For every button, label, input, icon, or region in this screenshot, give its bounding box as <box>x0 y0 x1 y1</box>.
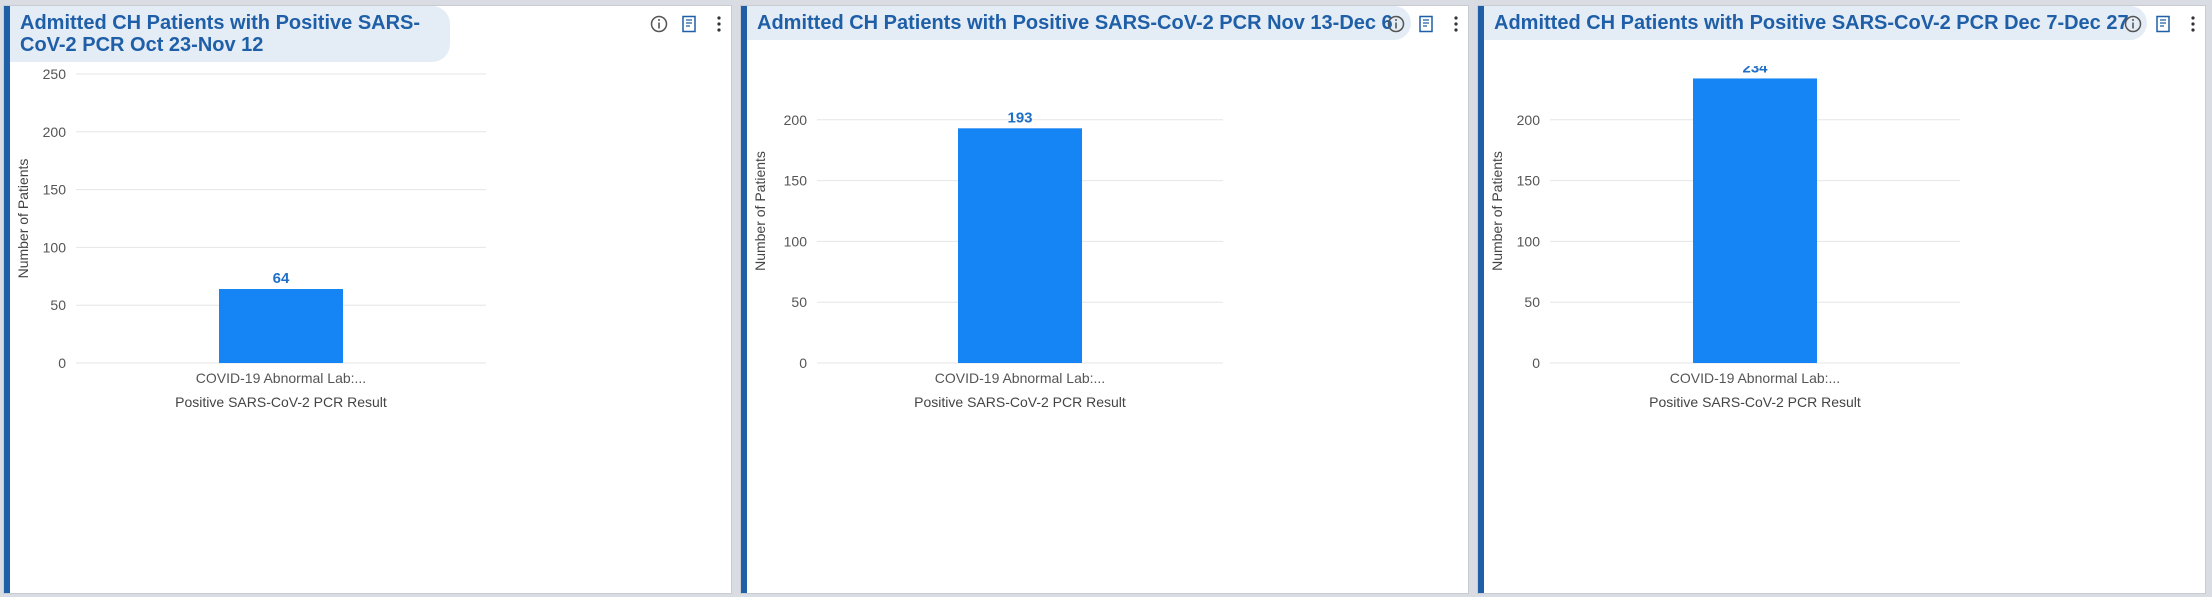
y-tick-label: 200 <box>784 112 808 128</box>
x-tick-label: COVID-19 Abnormal Lab:... <box>935 370 1105 386</box>
y-tick-label: 250 <box>784 66 808 67</box>
y-tick-label: 100 <box>1517 233 1541 249</box>
panel-toolbar <box>649 14 729 34</box>
more-options-icon[interactable] <box>709 14 729 34</box>
chart-panel-2: Admitted CH Patients with Positive SARS-… <box>741 6 1468 593</box>
y-axis-title: Number of Patients <box>15 159 31 279</box>
panel-title: Admitted CH Patients with Positive SARS-… <box>747 6 1411 40</box>
panel-toolbar <box>1386 14 1466 34</box>
panel-header: Admitted CH Patients with Positive SARS-… <box>747 6 1474 62</box>
x-axis-title: Positive SARS-CoV-2 PCR Result <box>914 394 1126 410</box>
info-icon[interactable] <box>1386 14 1406 34</box>
panel-toolbar <box>2123 14 2203 34</box>
bar-chart-3: 0 50 100 150 200 250 234 COVID-19 Abnormal Lab:… <box>1489 66 1960 410</box>
data-label: 193 <box>1007 109 1032 126</box>
chart-panel-1: Admitted CH Patients with Positive SARS-… <box>4 6 731 593</box>
data-label: 64 <box>273 270 290 287</box>
chart-panel-3: Admitted CH Patients with Positive SARS-… <box>1478 6 2205 593</box>
y-tick-label: 50 <box>791 294 807 310</box>
chart-area: 0 50 100 150 200 250 234 COVID-19 Abnormal Lab:… <box>1484 66 2205 593</box>
info-icon[interactable] <box>649 14 669 34</box>
panel-title: Admitted CH Patients with Positive SARS-… <box>1484 6 2147 40</box>
data-label: 234 <box>1742 66 1768 76</box>
y-axis-title: Number of Patients <box>1489 151 1505 271</box>
y-axis-title: Number of Patients <box>752 151 768 271</box>
x-tick-label: COVID-19 Abnormal Lab:... <box>1670 370 1840 386</box>
panel-header: Admitted CH Patients with Positive SARS-… <box>10 6 737 62</box>
chart-area: 0 50 100 150 200 250 64 COVID-19 Abnormal Lab:.… <box>10 66 731 593</box>
info-icon[interactable] <box>2123 14 2143 34</box>
bar <box>958 128 1082 363</box>
y-tick-label: 250 <box>43 66 67 82</box>
y-tick-label: 100 <box>43 239 67 255</box>
y-tick-label: 50 <box>50 297 66 313</box>
y-tick-label: 150 <box>784 173 808 189</box>
bookmark-icon[interactable] <box>2153 14 2173 34</box>
bar-chart-1: 0 50 100 150 200 250 64 COVID-19 Abnormal Lab:.… <box>15 66 486 410</box>
bar <box>1693 78 1817 364</box>
bookmark-icon[interactable] <box>679 14 699 34</box>
y-tick-label: 0 <box>58 355 66 371</box>
panel-title: Admitted CH Patients with Positive SARS-… <box>10 6 450 62</box>
more-options-icon[interactable] <box>1446 14 1466 34</box>
y-tick-label: 200 <box>1517 112 1541 128</box>
bookmark-icon[interactable] <box>1416 14 1436 34</box>
y-tick-label: 0 <box>1532 355 1540 371</box>
bar-chart-2: 0 50 100 150 200 250 193 COVID-19 Abnormal Lab:… <box>752 66 1223 410</box>
y-tick-label: 150 <box>1517 173 1541 189</box>
more-options-icon[interactable] <box>2183 14 2203 34</box>
y-tick-label: 150 <box>43 182 67 198</box>
y-tick-label: 200 <box>43 124 67 140</box>
x-tick-label: COVID-19 Abnormal Lab:... <box>196 370 366 386</box>
y-tick-label: 250 <box>1517 66 1541 67</box>
y-tick-label: 50 <box>1524 294 1540 310</box>
x-axis-title: Positive SARS-CoV-2 PCR Result <box>175 394 387 410</box>
bar <box>219 289 343 363</box>
panel-header: Admitted CH Patients with Positive SARS-… <box>1484 6 2211 62</box>
y-tick-label: 0 <box>799 355 807 371</box>
x-axis-title: Positive SARS-CoV-2 PCR Result <box>1649 394 1861 410</box>
y-tick-label: 100 <box>784 233 808 249</box>
chart-area: 0 50 100 150 200 250 193 COVID-19 Abnormal Lab:… <box>747 66 1468 593</box>
